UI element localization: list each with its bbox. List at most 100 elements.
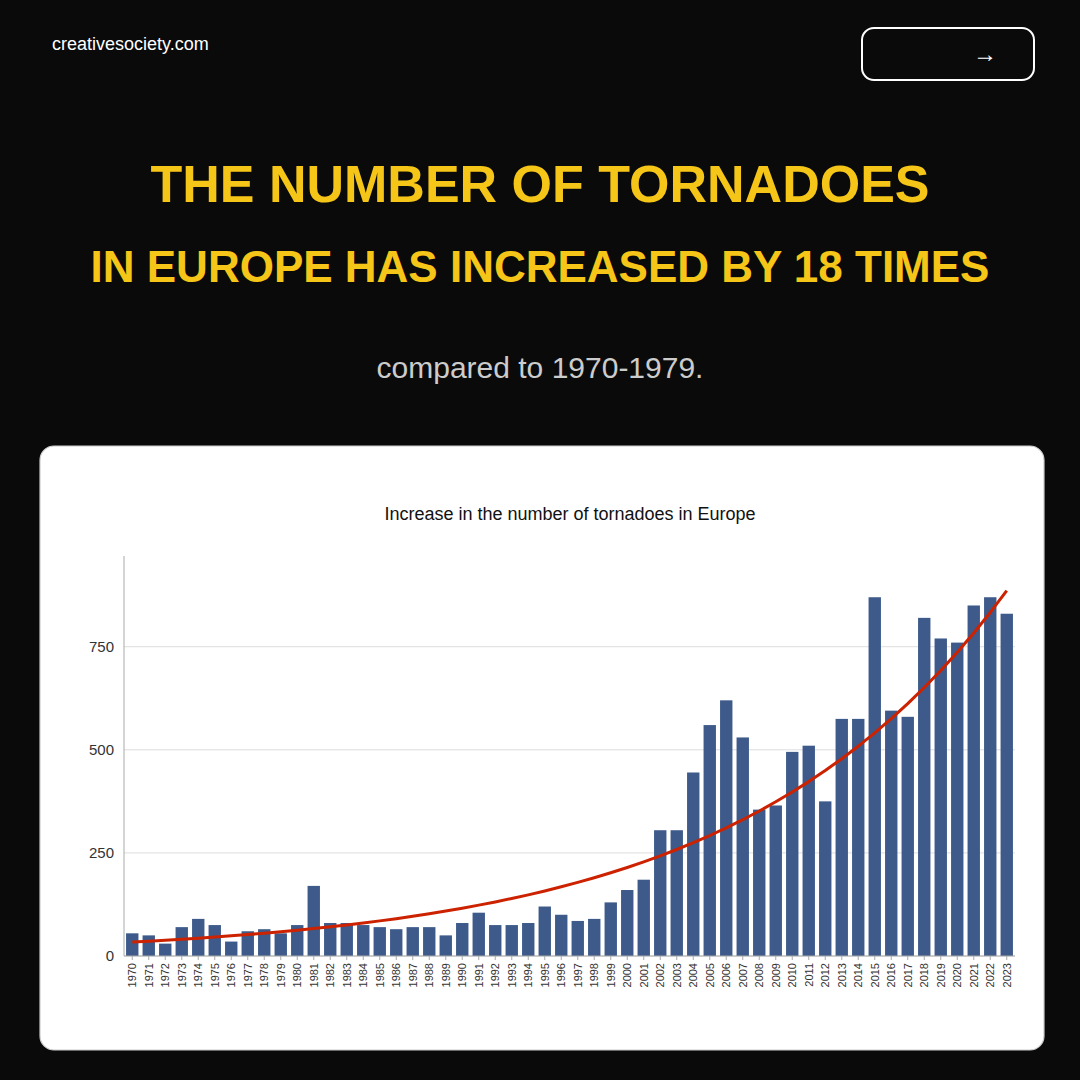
- x-tick-label: 2013: [836, 963, 848, 987]
- x-tick: [610, 956, 611, 960]
- x-tick: [544, 956, 545, 960]
- bar: [143, 935, 155, 956]
- x-tick-label: 2002: [654, 963, 666, 987]
- x-tick-label: 2023: [1001, 963, 1013, 987]
- bar: [456, 923, 468, 956]
- x-tick-label: 2000: [621, 963, 633, 987]
- x-tick: [363, 956, 364, 960]
- y-tick-label: 0: [106, 947, 114, 964]
- grid-line: [124, 646, 1015, 647]
- plot-data: [126, 591, 1013, 956]
- bar: [440, 935, 452, 956]
- x-tick-label: 1998: [588, 963, 600, 987]
- x-tick: [577, 956, 578, 960]
- x-tick-label: 1991: [473, 963, 485, 987]
- x-tick: [198, 956, 199, 960]
- page: creativesociety.com → THE NUMBER OF TORNAD…: [0, 0, 1080, 1080]
- x-tick: [396, 956, 397, 960]
- bar: [902, 717, 914, 956]
- x-tick: [379, 956, 380, 960]
- bar: [968, 605, 980, 956]
- x-tick: [478, 956, 479, 960]
- bar: [638, 880, 650, 956]
- bar: [159, 944, 171, 956]
- x-tick: [957, 956, 958, 960]
- x-tick-label: 1975: [209, 963, 221, 987]
- x-tick-label: 2021: [968, 963, 980, 987]
- trend-line: [132, 591, 1007, 942]
- x-tick: [874, 956, 875, 960]
- grid-line: [124, 852, 1015, 853]
- website: creativesociety.com: [52, 34, 209, 54]
- x-tick-label: 2007: [737, 963, 749, 987]
- button-label: →: [973, 40, 997, 67]
- x-tick-label: 1981: [308, 963, 320, 987]
- x-tick: [990, 956, 991, 960]
- bar: [522, 923, 534, 956]
- y-tick-label: 750: [89, 638, 114, 655]
- bar: [704, 725, 716, 956]
- x-tick-label: 2011: [803, 963, 815, 987]
- x-tick-label: 2017: [902, 963, 914, 987]
- bar: [209, 925, 221, 956]
- x-tick: [346, 956, 347, 960]
- y-tick-label: 500: [89, 741, 114, 758]
- x-tick-label: 2012: [819, 963, 831, 987]
- button-frame: [862, 28, 1034, 80]
- x-tick: [214, 956, 215, 960]
- x-tick: [594, 956, 595, 960]
- x-tick: [742, 956, 743, 960]
- bar: [539, 907, 551, 956]
- bar: [489, 925, 501, 956]
- x-tick: [511, 956, 512, 960]
- x-tick: [973, 956, 974, 960]
- bar: [869, 597, 881, 956]
- bar: [935, 638, 947, 956]
- x-tick: [429, 956, 430, 960]
- x-tick: [940, 956, 941, 960]
- x-tick-label: 1972: [159, 963, 171, 987]
- x-tick: [907, 956, 908, 960]
- chart-title: Increase in the number of tornadoes in E…: [384, 504, 755, 524]
- x-tick: [148, 956, 149, 960]
- headline: THE NUMBER OF TORNADOES: [150, 155, 929, 213]
- x-tick-label: 1999: [605, 963, 617, 987]
- bar: [506, 925, 518, 956]
- x-tick: [808, 956, 809, 960]
- grid-line: [124, 749, 1015, 750]
- bar: [176, 927, 188, 956]
- bar: [588, 919, 600, 956]
- x-tick-label: 2016: [885, 963, 897, 987]
- x-tick-label: 1974: [192, 963, 204, 987]
- x-tick: [891, 956, 892, 960]
- x-tick: [676, 956, 677, 960]
- bar: [275, 933, 287, 956]
- x-tick-label: 2020: [951, 963, 963, 987]
- bar: [753, 810, 765, 956]
- x-tick-label: 2009: [770, 963, 782, 987]
- x-tick: [561, 956, 562, 960]
- x-tick: [280, 956, 281, 960]
- bar: [555, 915, 567, 956]
- x-tick-label: 2015: [869, 963, 881, 987]
- x-tick: [297, 956, 298, 960]
- y-tick-label: 250: [89, 844, 114, 861]
- subtitle: compared to 1970-1979.: [377, 351, 704, 384]
- x-tick-label: 1994: [522, 963, 534, 987]
- x-tick: [231, 956, 232, 960]
- x-tick-label: 1976: [225, 963, 237, 987]
- bar: [390, 929, 402, 956]
- x-tick: [412, 956, 413, 960]
- x-tick-label: 1979: [275, 963, 287, 987]
- bar: [225, 942, 237, 956]
- x-tick-label: 1993: [506, 963, 518, 987]
- x-tick-label: 1989: [440, 963, 452, 987]
- x-tick-label: 1978: [258, 963, 270, 987]
- x-tick: [627, 956, 628, 960]
- bar: [473, 913, 485, 956]
- bar: [572, 921, 584, 956]
- bar: [126, 933, 138, 956]
- x-tick: [792, 956, 793, 960]
- x-tick-label: 2010: [786, 963, 798, 987]
- x-tick: [313, 956, 314, 960]
